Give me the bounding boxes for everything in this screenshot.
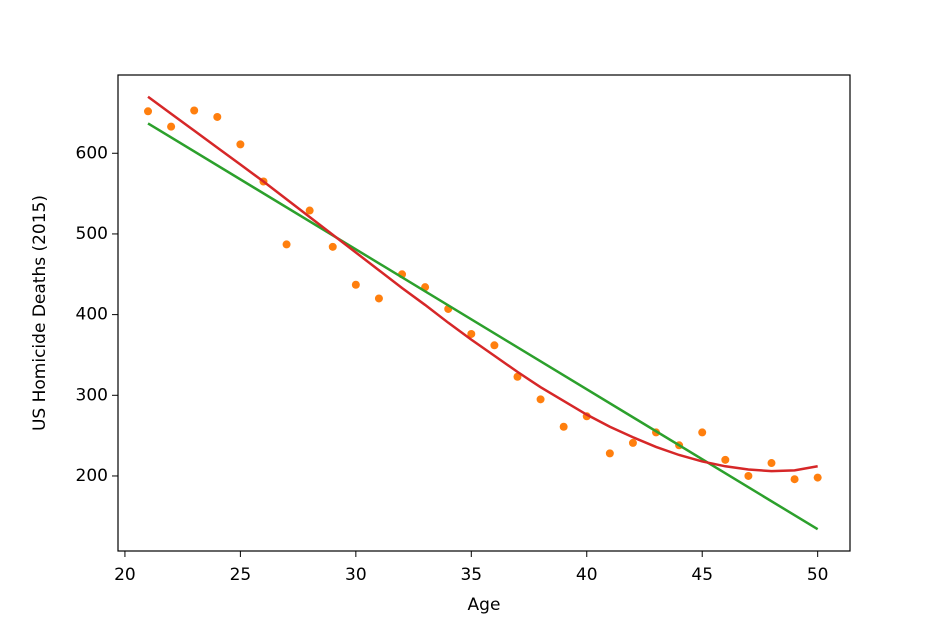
data-point — [698, 428, 707, 437]
y-tick-label: 300 — [76, 385, 108, 405]
data-point — [467, 329, 476, 338]
data-point — [721, 455, 730, 464]
y-tick-label: 400 — [76, 305, 108, 325]
y-tick-label: 600 — [76, 143, 108, 163]
data-point — [513, 372, 522, 381]
fit-line — [147, 122, 819, 531]
x-tick-label: 40 — [576, 565, 598, 585]
data-point — [605, 449, 614, 458]
data-point — [490, 341, 499, 350]
y-axis-label: US Homicide Deaths (2015) — [30, 195, 50, 431]
data-point — [559, 422, 568, 431]
y-tick-label: 200 — [76, 466, 108, 486]
plot-frame — [117, 74, 851, 552]
data-point — [282, 240, 291, 249]
x-tick-label: 25 — [230, 565, 252, 585]
data-point — [144, 107, 153, 116]
x-tick-label: 45 — [691, 565, 713, 585]
x-axis-label: Age — [468, 595, 501, 615]
data-point — [236, 140, 245, 149]
data-point — [767, 459, 776, 468]
fit-line — [147, 95, 818, 473]
data-point — [790, 475, 799, 484]
y-tick-label: 500 — [76, 224, 108, 244]
x-tick-label: 35 — [460, 565, 482, 585]
data-point — [536, 395, 545, 404]
data-point — [167, 122, 176, 131]
data-point — [305, 206, 314, 215]
data-point — [213, 112, 222, 121]
data-point — [744, 471, 753, 480]
data-point — [328, 242, 337, 251]
data-point — [628, 438, 637, 447]
data-point — [374, 294, 383, 303]
x-tick-label: 30 — [345, 565, 367, 585]
data-point — [813, 473, 822, 482]
data-point — [351, 280, 360, 289]
x-tick-label: 50 — [807, 565, 829, 585]
data-point — [190, 106, 199, 115]
x-tick-label: 20 — [114, 565, 136, 585]
